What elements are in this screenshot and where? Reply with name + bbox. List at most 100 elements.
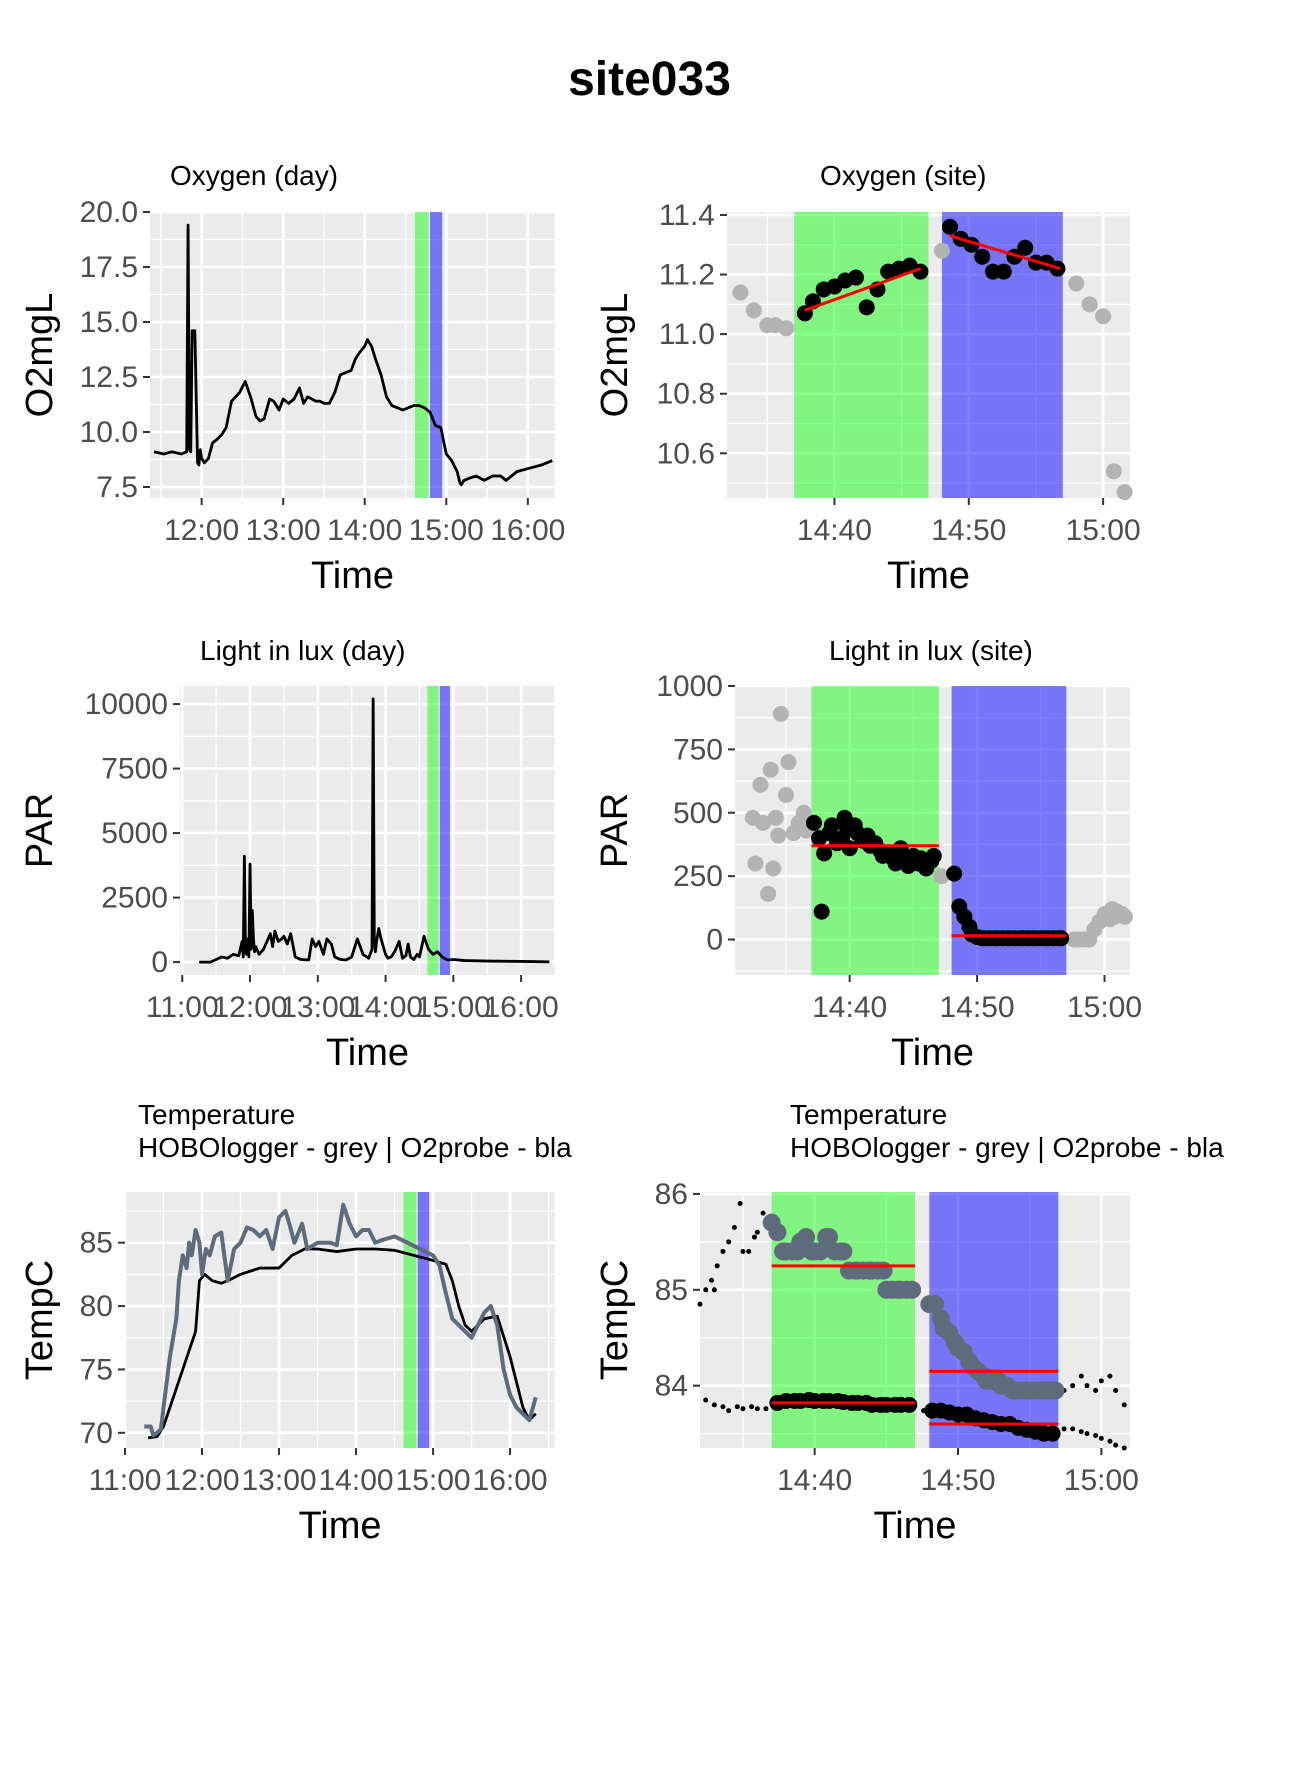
hobo-excluded-point: [731, 1224, 737, 1230]
panel-subtitle: Oxygen (day): [170, 160, 338, 191]
excluded-point: [752, 776, 769, 793]
x-tick-label: 13:00: [280, 991, 355, 1024]
hobo-excluded-point: [740, 1248, 746, 1254]
x-tick-label: 11:00: [146, 991, 219, 1024]
x-axis-title: Time: [298, 1505, 381, 1547]
y-tick-label: 10.0: [80, 416, 138, 449]
dark-window-band: [941, 212, 1063, 498]
excluded-point: [780, 754, 797, 771]
x-axis-title: Time: [311, 555, 394, 597]
excluded-point: [770, 827, 787, 844]
sensor-excluded-point: [1084, 1431, 1090, 1437]
sensor-excluded-point: [726, 1408, 732, 1414]
y-axis-title: O2mgL: [19, 293, 61, 418]
y-tick-label: 1000: [656, 670, 723, 703]
y-tick-label: 2500: [101, 882, 168, 915]
y-tick-label: 10000: [85, 688, 168, 721]
x-tick-label: 15:00: [396, 1464, 471, 1497]
hobo-excluded-point: [1078, 1373, 1084, 1379]
light-fit-line: [804, 267, 921, 312]
dark-point: [974, 248, 991, 265]
light-point: [858, 299, 875, 316]
hobo-excluded-point: [720, 1248, 726, 1254]
sensor-point: [901, 1396, 918, 1413]
x-tick-label: 15:00: [1064, 1464, 1139, 1497]
excluded-point: [1116, 484, 1133, 501]
excluded-point: [772, 705, 789, 722]
x-tick-label: 15:00: [416, 991, 491, 1024]
hobo-excluded-point: [1070, 1383, 1076, 1389]
hobo-point: [797, 1228, 816, 1247]
light-site-panel: 14:40 14:50 15:00 0 250 500 750 1000 Light in lu…: [594, 635, 1142, 1074]
x-tick-label: 16:00: [473, 1464, 548, 1497]
light-point: [912, 263, 929, 280]
sensor-excluded-point: [740, 1406, 746, 1412]
panel-subtitle: Temperature: [138, 1099, 295, 1130]
sensor-series-line: [199, 697, 550, 964]
sensor-excluded-point: [1061, 1426, 1067, 1432]
x-tick-label: 15:00: [1066, 514, 1141, 547]
light-point: [925, 847, 942, 864]
y-tick-label: 250: [673, 860, 723, 893]
x-tick-label: 16:00: [490, 514, 565, 547]
sensor-excluded-point: [1070, 1426, 1076, 1432]
sensor-excluded-point: [734, 1404, 740, 1410]
temperature-site-panel: 14:40 14:50 15:00 84 85 86 TemperatureHOBOlogg…: [594, 1099, 1224, 1547]
y-tick-label: 70: [80, 1417, 113, 1450]
y-tick-label: 0: [151, 946, 168, 979]
x-tick-label: 14:00: [319, 1464, 394, 1497]
y-tick-label: 7.5: [96, 471, 138, 504]
hobo-excluded-point: [714, 1263, 720, 1269]
light-point: [816, 845, 833, 862]
x-tick-label: 14:50: [940, 991, 1015, 1024]
x-tick-label: 14:50: [920, 1464, 995, 1497]
x-tick-label: 15:00: [409, 514, 484, 547]
panel-subtitle: Light in lux (site): [829, 635, 1033, 666]
y-tick-label: 12.5: [80, 361, 138, 394]
x-tick-label: 14:00: [327, 514, 402, 547]
hobo-excluded-point: [1113, 1387, 1119, 1393]
light-point: [839, 819, 856, 836]
x-tick-label: 14:40: [777, 1464, 852, 1497]
x-tick-label: 12:00: [212, 991, 287, 1024]
excluded-point: [778, 320, 795, 337]
hobo-point: [926, 1295, 945, 1314]
sensor-excluded-point: [1107, 1438, 1113, 1444]
panel-subtitle: Light in lux (day): [200, 635, 405, 666]
dark-window-band: [429, 212, 443, 498]
y-axis-title: PAR: [594, 793, 636, 868]
hobo-point: [820, 1228, 838, 1247]
sensor-excluded-point: [720, 1404, 726, 1410]
excluded-point: [760, 885, 777, 902]
sensor-excluded-point: [1093, 1433, 1099, 1439]
hobo-excluded-point: [708, 1277, 714, 1283]
sensor-excluded-point: [1078, 1429, 1084, 1435]
y-tick-label: 17.5: [80, 251, 138, 284]
hobo-excluded-point: [703, 1287, 709, 1293]
excluded-point: [745, 302, 762, 319]
oxygen-site-panel: 14:40 14:50 15:00 10.6 10.8 11.0 11.2 11.4 Oxyge…: [594, 160, 1141, 597]
panel-background: [180, 686, 555, 975]
light-point: [813, 903, 830, 920]
excluded-point: [755, 814, 772, 831]
hobo-series-line: [144, 1202, 538, 1438]
dark-window-band: [439, 686, 450, 975]
dark-window-band: [417, 1192, 430, 1448]
excluded-point: [795, 804, 812, 821]
sensor-excluded-point: [703, 1397, 709, 1403]
hobo-excluded-point: [760, 1210, 766, 1216]
panel-subtitle: HOBOlogger - grey | O2probe - bla: [138, 1132, 572, 1163]
y-tick-label: 11.4: [659, 199, 715, 232]
x-tick-label: 12:00: [164, 1464, 239, 1497]
oxygen-day-panel: 12:00 13:00 14:00 15:00 16:00 7.5 10.0 12.5 15.0…: [19, 160, 565, 597]
sensor-excluded-point: [711, 1402, 717, 1408]
sensor-excluded-point: [1098, 1435, 1104, 1441]
y-tick-label: 85: [80, 1227, 113, 1260]
x-tick-label: 14:50: [931, 514, 1006, 547]
sensor-series-line: [153, 223, 553, 487]
y-axis-title: TempC: [19, 1260, 61, 1380]
dark-point: [995, 263, 1012, 280]
y-tick-label: 86: [655, 1178, 688, 1211]
excluded-point: [732, 284, 749, 301]
